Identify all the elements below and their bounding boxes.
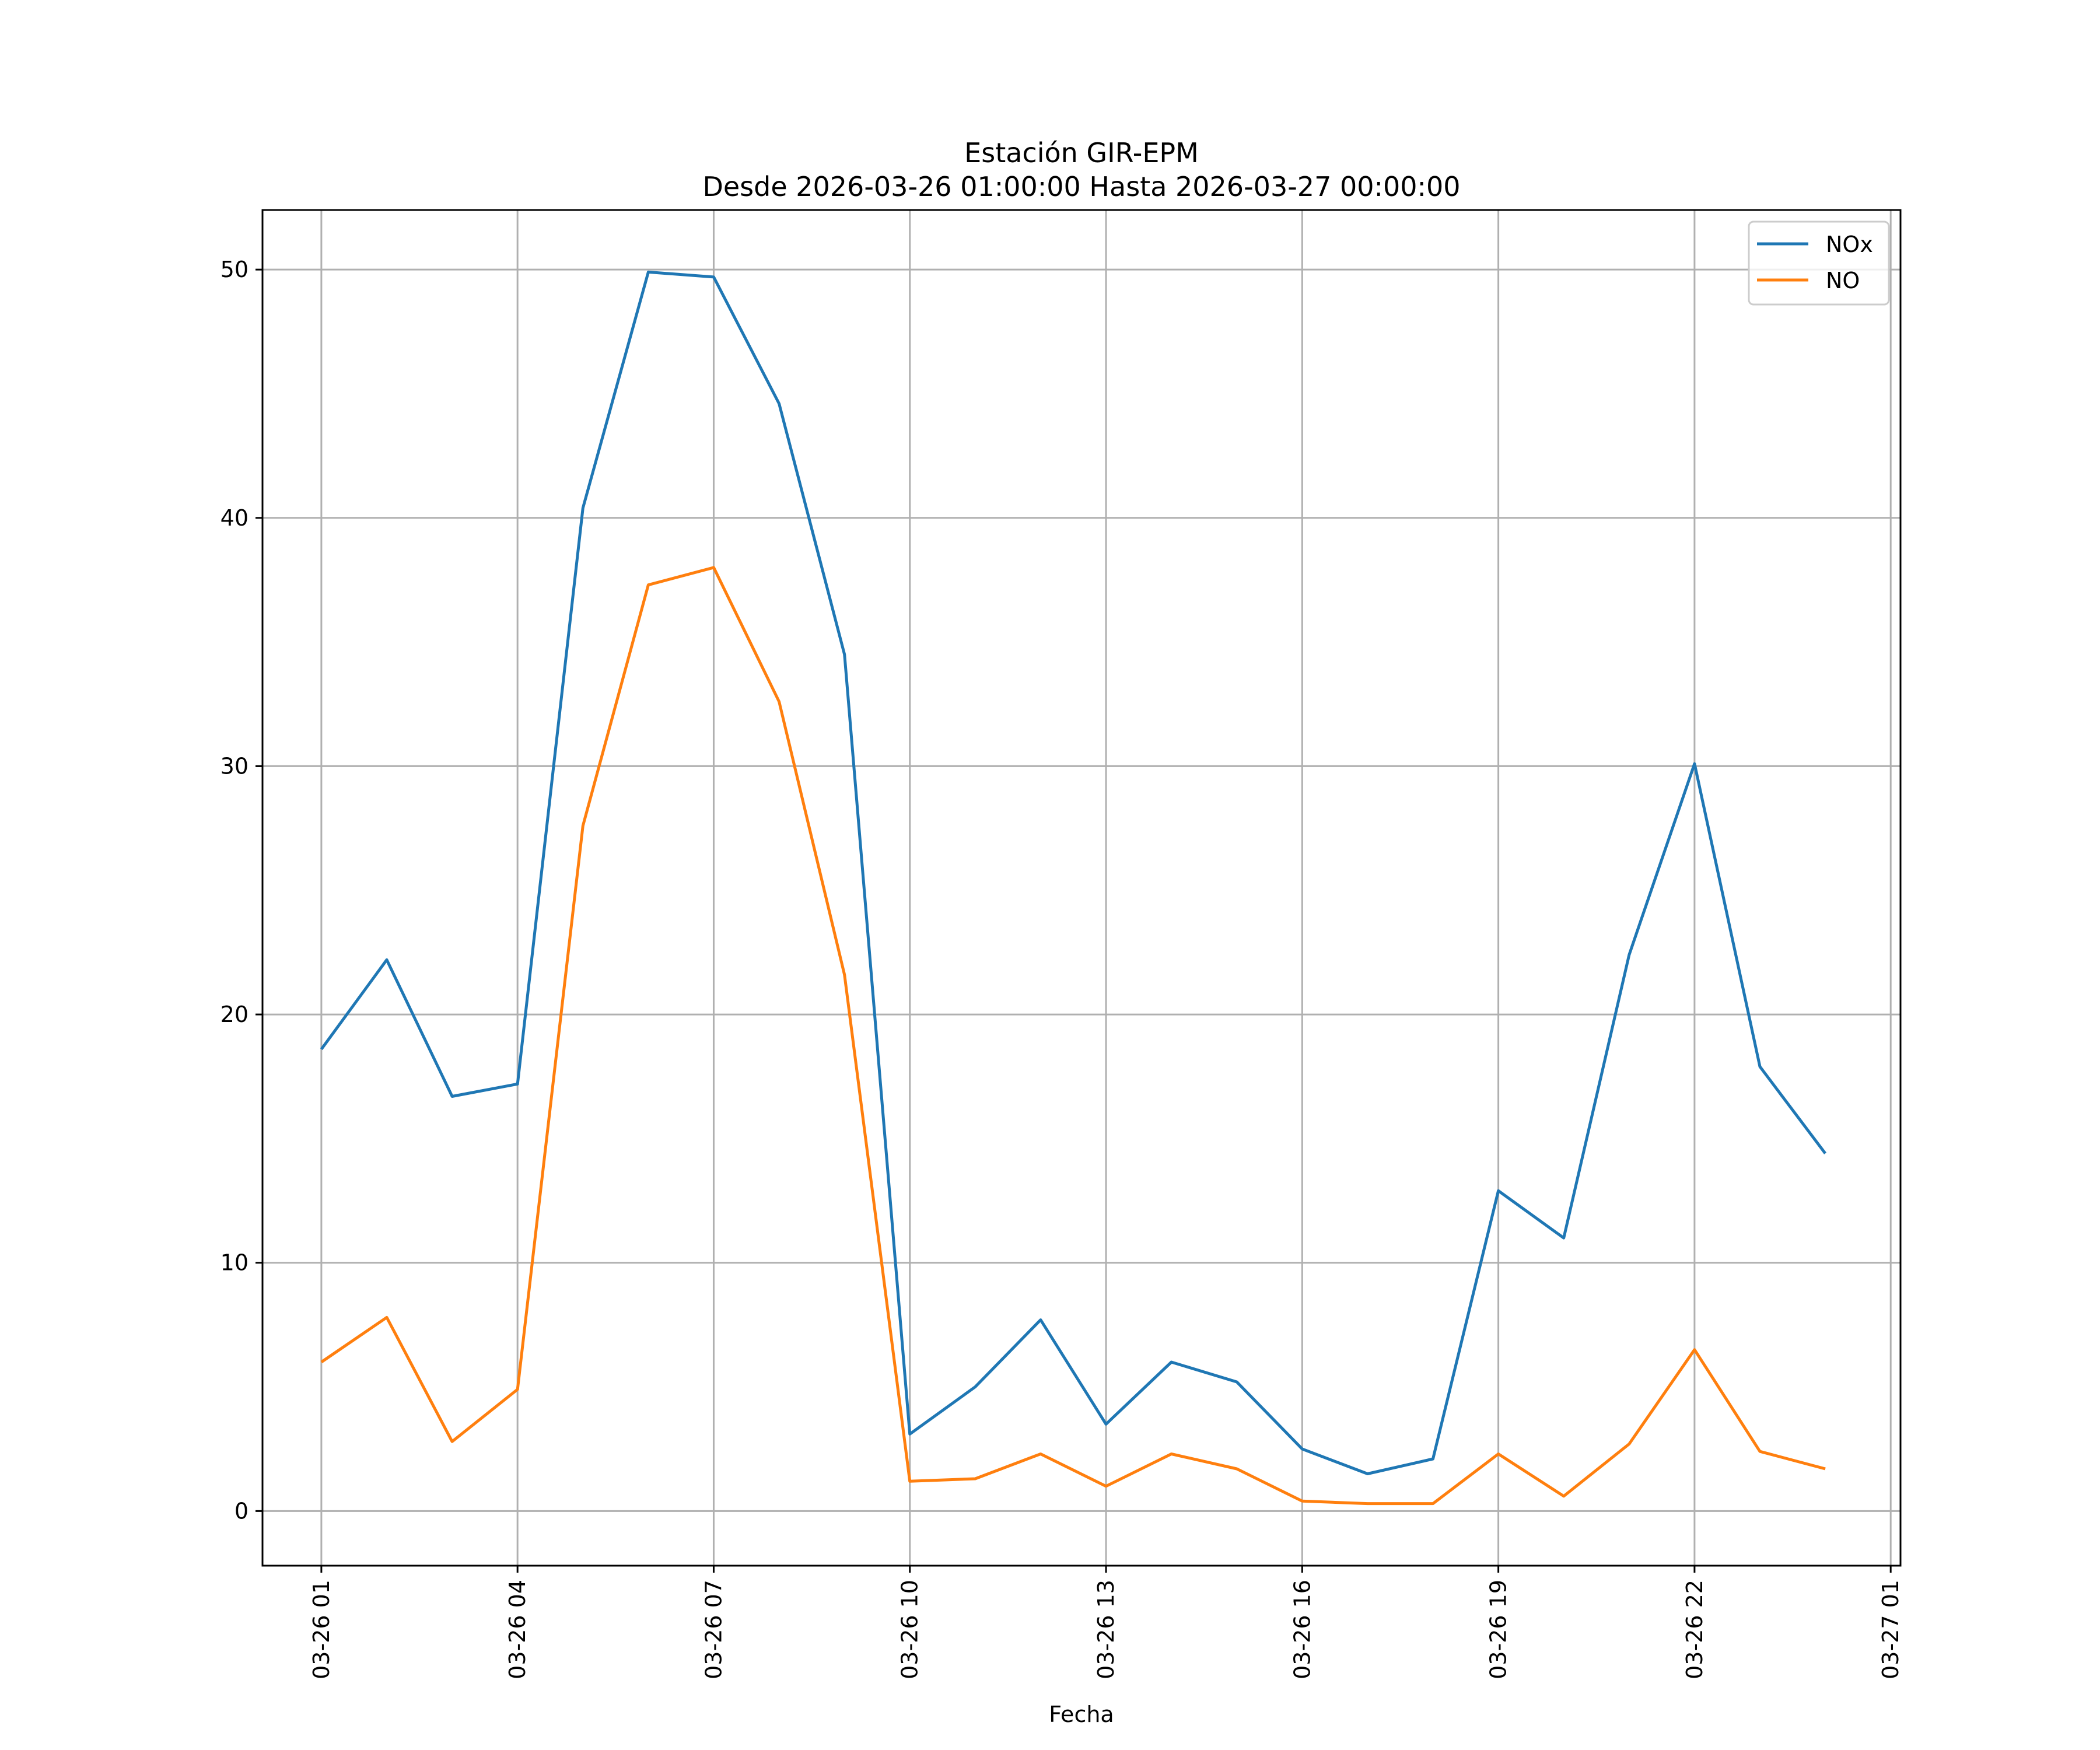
series-layer <box>320 270 1827 1506</box>
chart-subtitle: Desde 2026-03-26 01:00:00 Hasta 2026-03-… <box>702 171 1460 202</box>
x-tick-label: 03-26 10 <box>897 1580 923 1679</box>
legend: NOx NO <box>1748 220 1890 306</box>
x-tick-label: 03-26 19 <box>1486 1580 1511 1679</box>
x-tick-label: 03-26 22 <box>1682 1580 1707 1679</box>
x-tick-label: 03-27 01 <box>1878 1580 1903 1679</box>
axis-ticks: 03-26 01 03-26 04 03-26 07 03-26 10 03-26 13… <box>220 257 1904 1679</box>
y-tick-label: 20 <box>220 1002 249 1027</box>
legend-label-nox: NOx <box>1826 232 1873 257</box>
x-tick-label: 03-26 16 <box>1289 1580 1315 1679</box>
series-line-no <box>320 566 1826 1506</box>
x-axis-label: Fecha <box>1049 1702 1114 1727</box>
y-tick-label: 40 <box>220 505 249 531</box>
y-tick-label: 50 <box>220 257 249 282</box>
grid <box>262 210 1901 1566</box>
plot-frame <box>261 209 1902 1567</box>
y-tick-label: 30 <box>220 753 249 779</box>
x-tick-label: 03-26 01 <box>309 1580 334 1679</box>
y-tick-label: 0 <box>235 1498 249 1524</box>
chart-title: Estación GIR-EPM <box>964 137 1199 169</box>
x-tick-label: 03-26 13 <box>1093 1580 1119 1679</box>
legend-label-no: NO <box>1826 268 1860 293</box>
x-tick-label: 03-26 04 <box>505 1580 530 1679</box>
y-tick-label: 10 <box>220 1250 249 1276</box>
series-line-nox <box>320 270 1827 1475</box>
x-tick-label: 03-26 07 <box>701 1580 726 1679</box>
